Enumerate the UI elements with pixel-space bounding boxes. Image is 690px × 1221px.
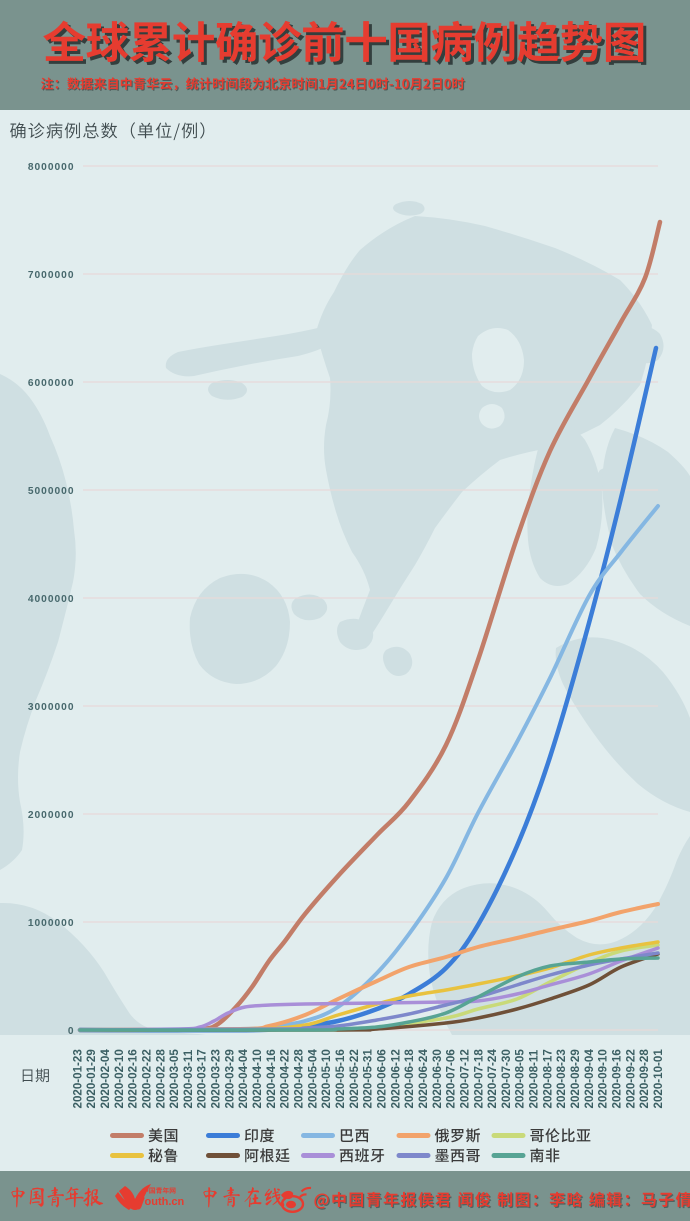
svg-text:2020-03-17: 2020-03-17 [196, 1049, 209, 1108]
svg-text:2000000: 2000000 [28, 810, 75, 821]
svg-text:2020-06-18: 2020-06-18 [403, 1049, 416, 1109]
svg-text:2020-03-05: 2020-03-05 [168, 1049, 181, 1109]
svg-text:2020-05-31: 2020-05-31 [362, 1049, 375, 1109]
svg-text:7000000: 7000000 [28, 270, 75, 281]
svg-text:2020-05-10: 2020-05-10 [320, 1049, 333, 1108]
svg-text:4000000: 4000000 [28, 594, 75, 605]
svg-text:2020-04-22: 2020-04-22 [279, 1049, 292, 1108]
svg-text:2020-02-10: 2020-02-10 [113, 1049, 126, 1108]
svg-text:2020-03-23: 2020-03-23 [210, 1049, 223, 1109]
svg-text:2020-02-22: 2020-02-22 [140, 1049, 153, 1108]
svg-text:2020-05-22: 2020-05-22 [348, 1049, 361, 1108]
svg-text:0: 0 [68, 1026, 75, 1037]
svg-text:2020-09-16: 2020-09-16 [611, 1049, 624, 1109]
svg-text:2020-07-30: 2020-07-30 [500, 1049, 513, 1108]
svg-text:2020-03-29: 2020-03-29 [223, 1049, 236, 1109]
svg-text:2020-10-01: 2020-10-01 [652, 1049, 665, 1109]
svg-text:2020-07-18: 2020-07-18 [472, 1049, 485, 1109]
svg-text:2020-04-04: 2020-04-04 [237, 1049, 250, 1109]
svg-text:2020-02-16: 2020-02-16 [127, 1049, 140, 1109]
svg-text:2020-06-12: 2020-06-12 [389, 1049, 402, 1108]
svg-text:2020-07-12: 2020-07-12 [458, 1049, 471, 1108]
svg-text:2020-04-16: 2020-04-16 [265, 1049, 278, 1109]
svg-text:2020-09-22: 2020-09-22 [624, 1049, 637, 1108]
svg-text:2020-04-10: 2020-04-10 [251, 1049, 264, 1108]
svg-text:2020-06-30: 2020-06-30 [431, 1049, 444, 1108]
svg-text:5000000: 5000000 [28, 486, 75, 497]
svg-text:2020-08-23: 2020-08-23 [555, 1049, 568, 1109]
svg-text:1000000: 1000000 [28, 918, 75, 929]
svg-text:2020-05-04: 2020-05-04 [306, 1049, 319, 1109]
svg-text:2020-01-29: 2020-01-29 [85, 1049, 98, 1109]
svg-text:y: y [136, 1193, 145, 1210]
svg-text:6000000: 6000000 [28, 378, 75, 389]
svg-text:2020-09-28: 2020-09-28 [638, 1049, 651, 1109]
svg-text:2020-04-28: 2020-04-28 [293, 1049, 306, 1109]
svg-text:2020-02-28: 2020-02-28 [154, 1049, 167, 1109]
svg-text:2020-06-24: 2020-06-24 [417, 1049, 430, 1109]
svg-text:2020-06-06: 2020-06-06 [376, 1049, 389, 1109]
svg-text:outh.cn: outh.cn [145, 1196, 185, 1208]
svg-text:2020-08-05: 2020-08-05 [514, 1049, 527, 1109]
svg-text:3000000: 3000000 [28, 702, 75, 713]
svg-text:2020-08-11: 2020-08-11 [528, 1049, 541, 1108]
svg-text:2020-07-06: 2020-07-06 [445, 1049, 458, 1109]
svg-text:8000000: 8000000 [28, 162, 75, 173]
svg-text:2020-05-16: 2020-05-16 [334, 1049, 347, 1109]
svg-text:2020-03-11: 2020-03-11 [182, 1049, 195, 1108]
svg-text:2020-02-04: 2020-02-04 [99, 1049, 112, 1109]
svg-text:2020-08-17: 2020-08-17 [541, 1049, 554, 1108]
svg-text:2020-01-23: 2020-01-23 [71, 1049, 84, 1109]
svg-text:2020-09-04: 2020-09-04 [583, 1049, 596, 1109]
svg-text:2020-08-29: 2020-08-29 [569, 1049, 582, 1109]
svg-text:2020-09-10: 2020-09-10 [597, 1049, 610, 1108]
svg-text:2020-07-24: 2020-07-24 [486, 1049, 499, 1109]
